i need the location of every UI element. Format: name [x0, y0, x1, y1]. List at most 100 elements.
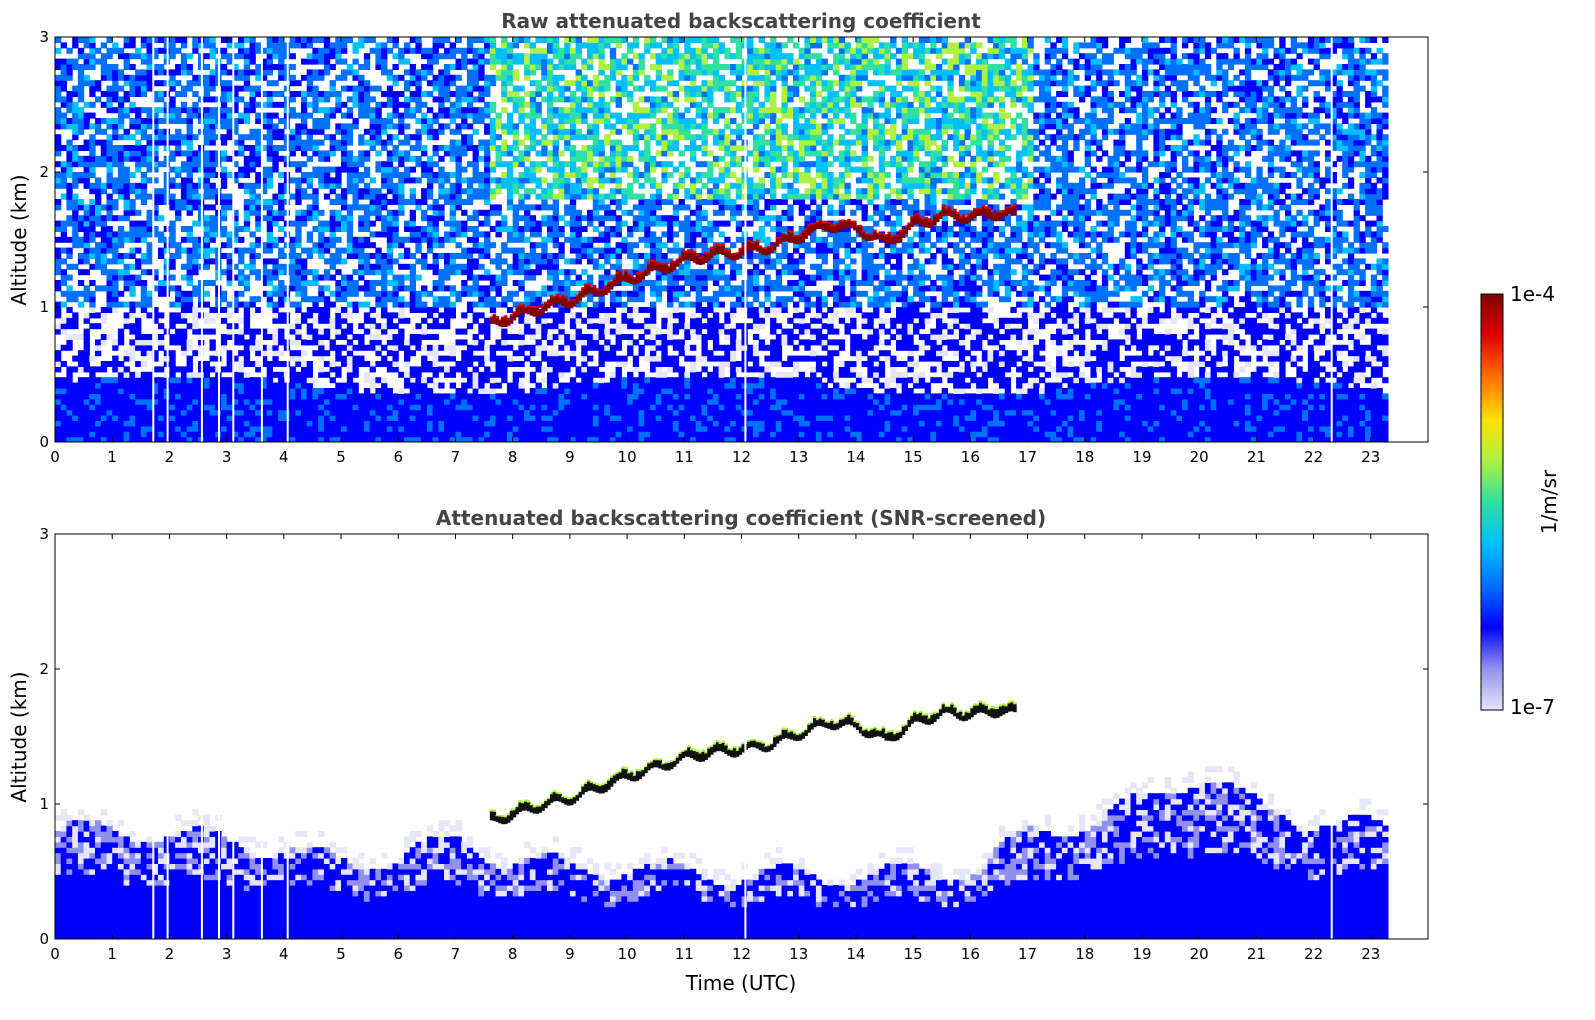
backscatter-cell — [135, 74, 142, 81]
backscatter-cell — [186, 107, 193, 114]
backscatter-cell — [112, 301, 119, 308]
backscatter-cell — [295, 301, 302, 308]
backscatter-cell — [495, 58, 502, 65]
backscatter-cell — [117, 123, 125, 130]
backscatter-cell — [449, 258, 456, 265]
backscatter-cell — [203, 220, 210, 227]
backscatter-cell — [592, 204, 600, 211]
backscatter-cell — [581, 64, 588, 70]
backscatter-cell — [529, 226, 537, 232]
backscatter-cell — [541, 350, 548, 357]
backscatter-cell — [203, 128, 210, 135]
backscatter-cell — [375, 280, 382, 286]
backscatter-cell — [421, 236, 428, 243]
backscatter-cell — [535, 193, 542, 200]
backscatter-cell — [592, 215, 600, 222]
backscatter-cell — [135, 139, 142, 146]
backscatter-cell — [512, 85, 519, 92]
backscatter-cell — [363, 107, 371, 114]
backscatter-cell — [587, 307, 594, 313]
backscatter-cell — [140, 118, 148, 124]
backscatter-cell — [363, 398, 371, 405]
backscatter-cell — [180, 226, 188, 232]
backscatter-cell — [135, 382, 142, 389]
backscatter-cell — [449, 344, 456, 351]
backscatter-cell — [386, 37, 394, 43]
backscatter-cell — [489, 64, 497, 70]
backscatter-cell — [404, 172, 411, 178]
backscatter-cell — [369, 398, 376, 405]
backscatter-cell — [569, 107, 577, 114]
backscatter-cell — [478, 193, 485, 200]
backscatter-cell — [369, 263, 376, 270]
backscatter-cell — [381, 388, 388, 394]
backscatter-cell — [386, 134, 394, 141]
backscatter-cell — [186, 85, 193, 92]
backscatter-cell — [55, 226, 62, 232]
backscatter-cell — [255, 118, 262, 124]
backscatter-cell — [209, 247, 216, 254]
backscatter-cell — [398, 425, 405, 432]
backscatter-cell — [587, 220, 594, 227]
backscatter-cell — [421, 209, 428, 216]
backscatter-cell — [323, 258, 331, 265]
backscatter-cell — [449, 301, 456, 308]
backscatter-cell — [169, 139, 176, 146]
backscatter-cell — [89, 64, 96, 70]
backscatter-cell — [72, 263, 79, 270]
backscatter-cell — [203, 85, 210, 92]
backscatter-cell — [243, 323, 251, 330]
backscatter-cell — [106, 47, 113, 54]
backscatter-cell — [592, 47, 600, 54]
backscatter-cell — [529, 253, 537, 259]
backscatter-cell — [535, 361, 542, 367]
backscatter-cell — [489, 188, 497, 195]
backscatter-cell — [484, 220, 491, 227]
backscatter-cell — [444, 236, 451, 243]
backscatter-cell — [129, 409, 136, 416]
backscatter-cell — [278, 377, 285, 384]
backscatter-cell — [455, 37, 462, 43]
backscatter-cell — [203, 215, 210, 222]
backscatter-cell — [117, 425, 125, 432]
backscatter-cell — [95, 220, 102, 227]
backscatter-cell — [289, 96, 296, 103]
backscatter-cell — [587, 128, 594, 135]
backscatter-cell — [301, 393, 308, 400]
backscatter-cell — [512, 420, 519, 427]
backscatter-cell — [192, 242, 199, 249]
backscatter-cell — [220, 123, 228, 130]
backscatter-cell — [392, 425, 399, 432]
backscatter-cell — [249, 344, 256, 351]
backscatter-cell — [495, 361, 502, 367]
backscatter-cell — [426, 53, 434, 60]
backscatter-cell — [123, 263, 130, 270]
backscatter-cell — [438, 301, 445, 308]
backscatter-cell — [392, 236, 399, 243]
backscatter-cell — [77, 301, 85, 308]
backscatter-cell — [329, 366, 336, 373]
backscatter-cell — [249, 388, 256, 394]
backscatter-cell — [386, 112, 394, 119]
backscatter-cell — [547, 355, 554, 362]
backscatter-cell — [541, 253, 548, 259]
backscatter-cell — [255, 415, 262, 421]
backscatter-cell — [426, 231, 434, 238]
backscatter-cell — [564, 388, 571, 394]
backscatter-cell — [123, 350, 130, 357]
backscatter-cell — [518, 280, 525, 286]
backscatter-cell — [106, 415, 113, 421]
backscatter-cell — [455, 91, 462, 97]
backscatter-cell — [352, 69, 359, 76]
backscatter-cell — [112, 215, 119, 222]
backscatter-cell — [243, 393, 251, 400]
backscatter-cell — [461, 96, 468, 103]
backscatter-cell — [415, 415, 422, 421]
backscatter-cell — [123, 425, 130, 432]
backscatter-cell — [529, 172, 537, 178]
backscatter-cell — [409, 64, 416, 70]
backscatter-cell — [83, 344, 90, 351]
backscatter-cell — [152, 415, 159, 421]
backscatter-cell — [381, 312, 388, 319]
backscatter-cell — [495, 226, 502, 232]
